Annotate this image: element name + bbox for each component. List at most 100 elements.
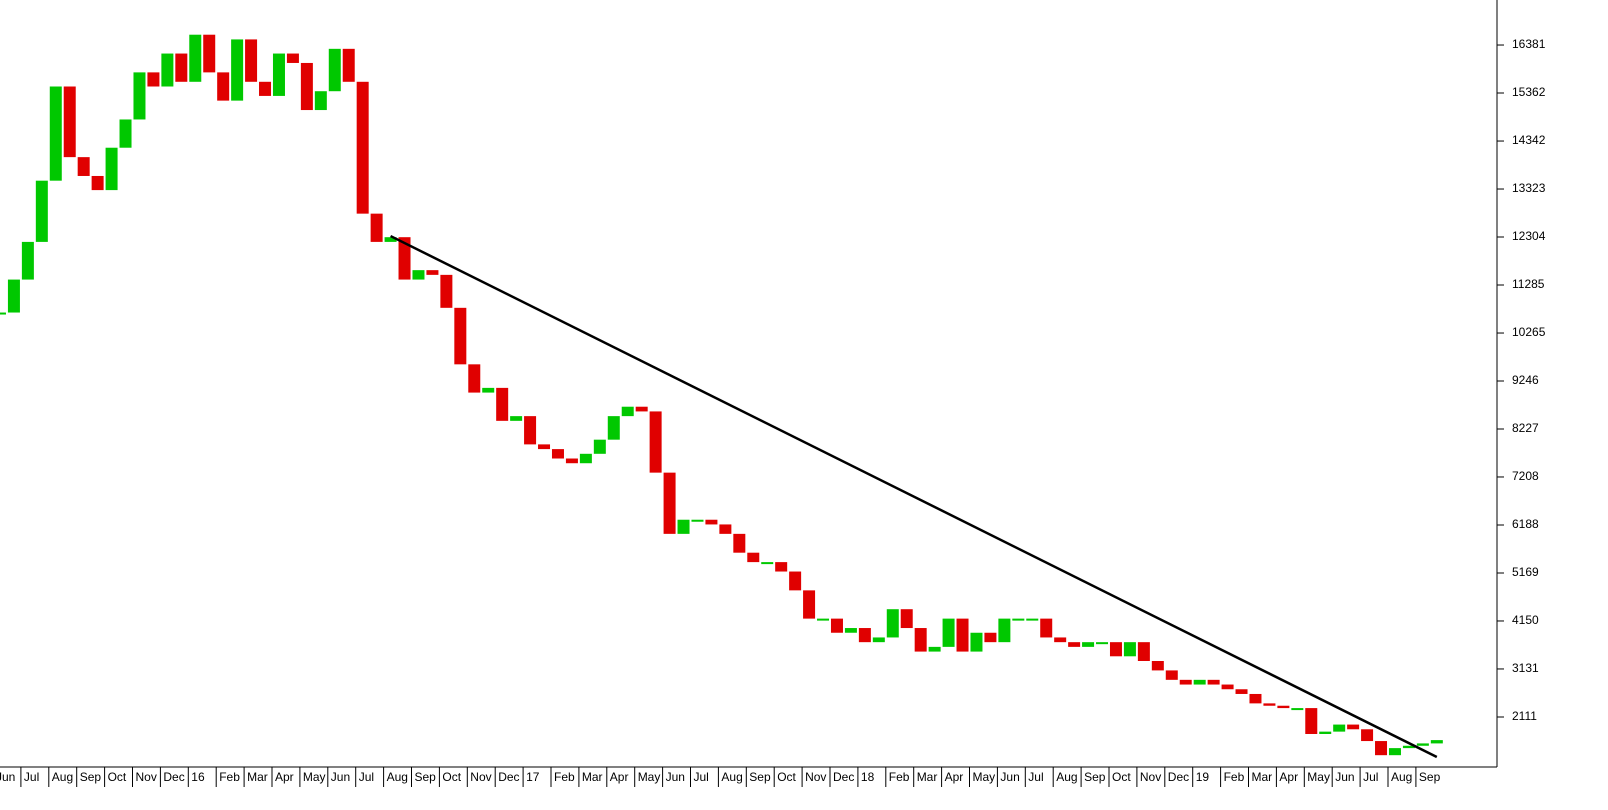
candle bbox=[286, 53, 299, 63]
candle bbox=[175, 53, 188, 82]
candle bbox=[189, 34, 202, 82]
x-tick-label: Sep bbox=[749, 770, 771, 784]
candle bbox=[1179, 679, 1192, 685]
y-tick-label: 8227 bbox=[1512, 421, 1539, 435]
x-tick-label: Aug bbox=[387, 770, 408, 784]
x-tick-label: Sep bbox=[80, 770, 102, 784]
candle bbox=[1305, 708, 1318, 734]
candle bbox=[1361, 729, 1374, 742]
x-tick-label: May bbox=[638, 770, 661, 784]
x-tick-label: Jun bbox=[1335, 770, 1354, 784]
y-tick-label: 5169 bbox=[1512, 565, 1539, 579]
candle bbox=[1109, 642, 1122, 657]
x-tick-label: Nov bbox=[805, 770, 826, 784]
candle bbox=[49, 86, 62, 181]
candle bbox=[538, 444, 551, 450]
x-tick-label: Jun bbox=[331, 770, 350, 784]
candle bbox=[1012, 618, 1025, 621]
candle bbox=[942, 618, 955, 647]
y-tick-label: 12304 bbox=[1512, 229, 1546, 243]
candle bbox=[733, 533, 746, 553]
y-tick-label: 15362 bbox=[1512, 85, 1546, 99]
x-tick-label: Feb bbox=[889, 770, 910, 784]
y-tick-label: 14342 bbox=[1512, 133, 1546, 147]
candle bbox=[1333, 724, 1346, 732]
x-tick-label: Jun bbox=[1000, 770, 1019, 784]
candle bbox=[1221, 684, 1234, 690]
candle bbox=[1040, 618, 1053, 638]
x-tick-label: Sep bbox=[1419, 770, 1441, 784]
x-tick-label: Dec bbox=[833, 770, 854, 784]
candle bbox=[914, 628, 927, 652]
candle bbox=[565, 458, 578, 464]
x-tick-label: Apr bbox=[1279, 770, 1298, 784]
candle bbox=[1402, 745, 1415, 749]
candle bbox=[593, 439, 606, 454]
candle bbox=[426, 270, 439, 275]
candle bbox=[1375, 741, 1388, 756]
candle bbox=[119, 119, 132, 148]
y-tick-label: 11285 bbox=[1512, 277, 1545, 291]
candle bbox=[217, 72, 230, 101]
candle bbox=[356, 81, 369, 214]
candle bbox=[1249, 693, 1262, 704]
candle bbox=[454, 307, 467, 365]
x-tick-label: Nov bbox=[470, 770, 491, 784]
candle bbox=[0, 312, 6, 315]
candle bbox=[1207, 679, 1220, 685]
candle bbox=[468, 364, 481, 393]
x-tick-label: Jun bbox=[0, 770, 15, 784]
candle bbox=[719, 524, 732, 534]
candle bbox=[649, 411, 662, 473]
candle bbox=[370, 213, 383, 242]
candle bbox=[858, 628, 871, 643]
x-tick-label: Sep bbox=[1084, 770, 1106, 784]
candle bbox=[1430, 740, 1443, 744]
candle bbox=[789, 571, 802, 591]
x-tick-label: Aug bbox=[1056, 770, 1077, 784]
x-tick-label: Jul bbox=[694, 770, 709, 784]
x-tick-label: Oct bbox=[1112, 770, 1131, 784]
y-tick-label: 2111 bbox=[1512, 709, 1537, 723]
x-tick-label: Mar bbox=[1252, 770, 1273, 784]
candle bbox=[998, 618, 1011, 643]
candle bbox=[1277, 705, 1290, 709]
candle bbox=[1263, 703, 1276, 706]
candle bbox=[1235, 689, 1248, 694]
candle bbox=[482, 387, 495, 393]
candle bbox=[1096, 642, 1109, 645]
candle bbox=[77, 157, 90, 176]
trendline bbox=[390, 234, 1438, 759]
candle bbox=[761, 562, 774, 565]
x-tick-label: Oct bbox=[442, 770, 461, 784]
x-tick-label: Aug bbox=[1391, 770, 1412, 784]
x-tick-label: Aug bbox=[52, 770, 73, 784]
x-tick-label: Jul bbox=[359, 770, 374, 784]
candle bbox=[886, 609, 899, 638]
candle bbox=[1388, 748, 1401, 756]
x-tick-label: Dec bbox=[163, 770, 184, 784]
candle bbox=[817, 618, 830, 621]
candle bbox=[133, 72, 146, 120]
y-tick-label: 7208 bbox=[1512, 469, 1539, 483]
x-tick-label: Mar bbox=[582, 770, 603, 784]
candle bbox=[691, 519, 704, 522]
candle bbox=[607, 416, 620, 440]
candle bbox=[1291, 708, 1304, 711]
x-tick-label: Mar bbox=[247, 770, 268, 784]
y-tick-label: 3131 bbox=[1512, 661, 1539, 675]
candle bbox=[272, 53, 285, 96]
candle bbox=[300, 62, 313, 111]
x-tick-label: Oct bbox=[108, 770, 127, 784]
candle bbox=[398, 237, 411, 280]
candle bbox=[1054, 637, 1067, 643]
candle bbox=[21, 241, 34, 280]
y-tick-label: 10265 bbox=[1512, 325, 1546, 339]
candle bbox=[314, 91, 327, 111]
candle bbox=[259, 81, 272, 96]
x-tick-label: Dec bbox=[1168, 770, 1189, 784]
candle bbox=[551, 449, 564, 459]
candle bbox=[524, 416, 537, 445]
candle bbox=[91, 175, 104, 191]
